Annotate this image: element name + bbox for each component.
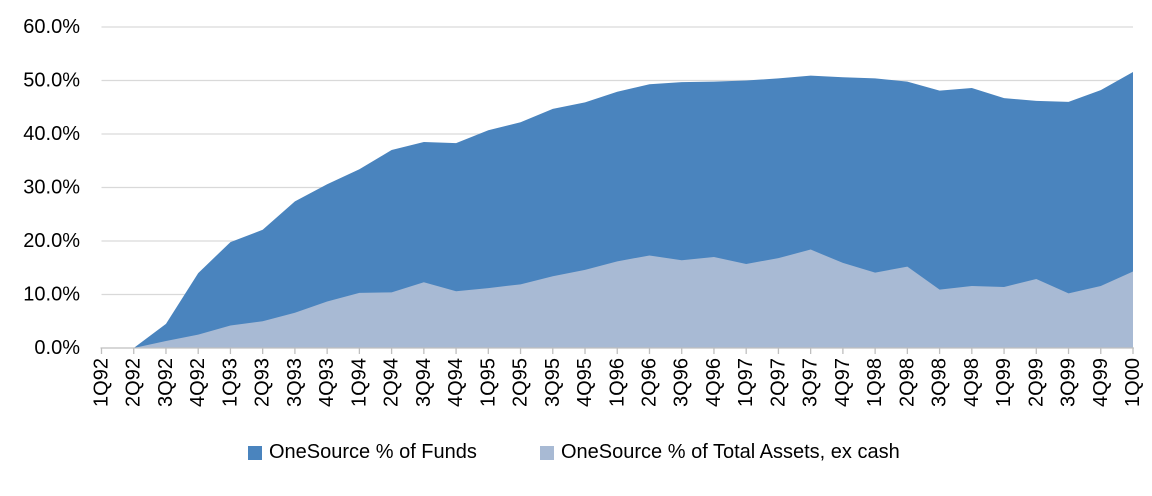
x-axis-label: 4Q99 xyxy=(1090,358,1112,407)
x-axis-label: 2Q97 xyxy=(767,358,789,407)
x-axis-label: 1Q99 xyxy=(993,358,1015,407)
x-axis-label: 2Q94 xyxy=(381,358,403,407)
x-axis-label: 4Q92 xyxy=(187,358,209,407)
x-axis-label: 2Q95 xyxy=(510,358,532,407)
y-axis-label: 20.0% xyxy=(23,230,80,252)
x-axis-label: 3Q96 xyxy=(671,358,693,407)
x-axis-label: 3Q94 xyxy=(413,358,435,407)
x-axis-label: 3Q98 xyxy=(929,358,951,407)
x-axis-label: 2Q93 xyxy=(252,358,274,407)
x-axis-label: 3Q97 xyxy=(800,358,822,407)
x-axis-label: 3Q92 xyxy=(155,358,177,407)
x-axis-label: 3Q95 xyxy=(542,358,564,407)
x-axis-label: 3Q99 xyxy=(1058,358,1080,407)
x-axis-label: 4Q96 xyxy=(703,358,725,407)
y-axis-label: 0.0% xyxy=(34,337,80,359)
x-axis-label: 2Q96 xyxy=(638,358,660,407)
total-assets-legend-swatch-icon xyxy=(540,445,554,460)
y-axis-label: 10.0% xyxy=(23,284,80,306)
area-series-1 xyxy=(101,249,1133,348)
x-axis-label: 3Q93 xyxy=(284,358,306,407)
x-axis-label: 1Q92 xyxy=(91,358,113,407)
x-axis-label: 1Q93 xyxy=(219,358,241,407)
x-axis-label: 4Q95 xyxy=(574,358,596,407)
x-axis-label: 2Q98 xyxy=(896,358,918,407)
x-axis-label: 1Q97 xyxy=(735,358,757,407)
y-axis-label: 30.0% xyxy=(23,177,80,199)
x-axis-label: 4Q93 xyxy=(316,358,338,407)
funds-legend-swatch-icon xyxy=(248,445,262,460)
x-axis-label: 1Q94 xyxy=(348,358,370,407)
y-axis-label: 60.0% xyxy=(23,16,80,38)
legend-label-funds: OneSource % of Funds xyxy=(269,441,477,463)
legend-item-funds: OneSource % of Funds xyxy=(248,441,477,464)
chart-legend: OneSource % of Funds OneSource % of Tota… xyxy=(0,441,1152,471)
legend-label-total-assets: OneSource % of Total Assets, ex cash xyxy=(561,441,900,463)
x-axis-label: 1Q96 xyxy=(606,358,628,407)
x-axis-label: 1Q00 xyxy=(1122,358,1144,407)
y-axis-label: 40.0% xyxy=(23,123,80,145)
x-axis-label: 1Q98 xyxy=(864,358,886,407)
x-axis-label: 2Q92 xyxy=(123,358,145,407)
y-axis-label: 50.0% xyxy=(23,70,80,92)
legend-item-total-assets: OneSource % of Total Assets, ex cash xyxy=(540,441,900,464)
x-axis-label: 2Q99 xyxy=(1025,358,1047,407)
x-axis-label: 4Q98 xyxy=(961,358,983,407)
x-axis-label: 4Q97 xyxy=(832,358,854,407)
x-axis-label: 4Q94 xyxy=(445,358,467,407)
x-axis-label: 1Q95 xyxy=(477,358,499,407)
